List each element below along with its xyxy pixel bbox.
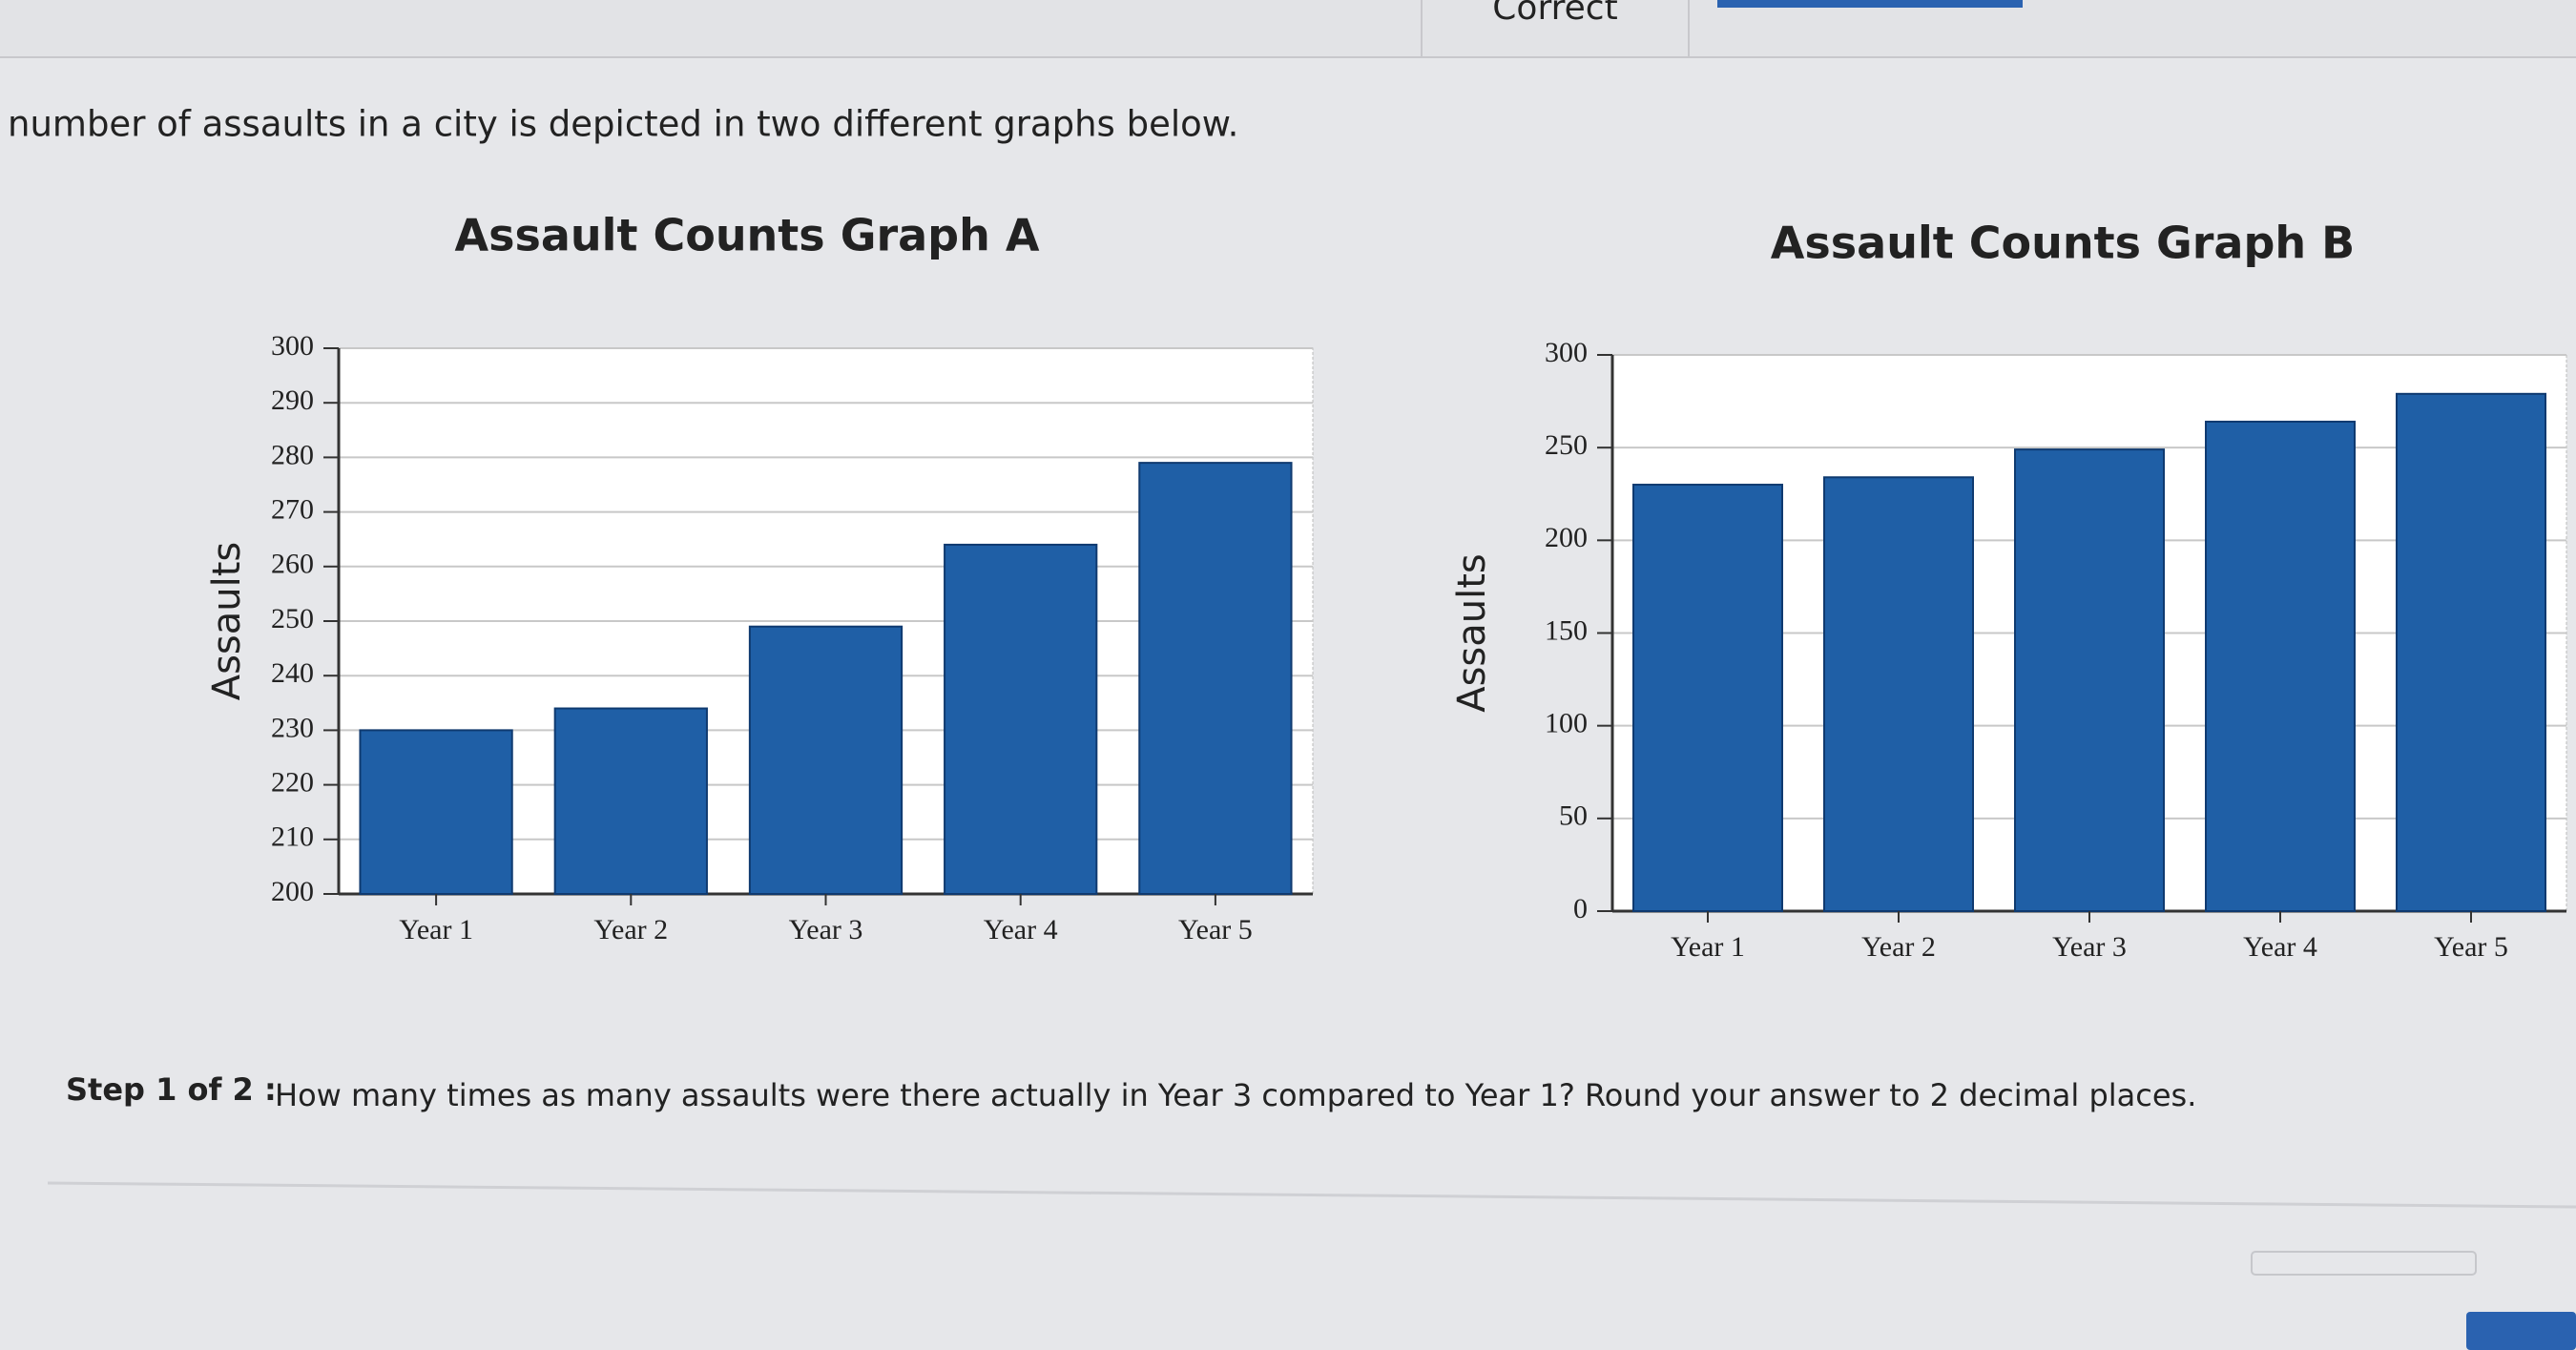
y-tick-label: 300	[271, 330, 314, 362]
x-tick-label: Year 3	[789, 914, 863, 945]
y-tick-label: 50	[1559, 800, 1588, 832]
bar	[1823, 476, 1974, 912]
y-tick-label: 260	[271, 549, 314, 580]
y-tick-label: 100	[1545, 708, 1588, 739]
x-tick-label: Year 5	[2434, 931, 2508, 963]
top-bar	[0, 0, 2576, 57]
question-text: How many times as many assaults were the…	[275, 1077, 2196, 1113]
divider	[47, 1181, 2576, 1209]
intro-text: number of assaults in a city is depicted…	[8, 104, 1238, 145]
x-tick-label: Year 3	[2052, 931, 2127, 963]
y-tick-label: 230	[271, 712, 314, 743]
progress-bar	[1717, 0, 2023, 8]
bar	[1138, 462, 1293, 895]
x-tick-label: Year 5	[1178, 914, 1253, 945]
bar	[944, 543, 1098, 895]
y-tick-label: 200	[271, 876, 314, 907]
answer-box[interactable]	[2251, 1251, 2477, 1276]
bar	[553, 707, 708, 896]
x-tick-label: Year 1	[399, 914, 473, 945]
bar	[1632, 484, 1783, 912]
y-tick-label: 280	[271, 439, 314, 470]
status-label: Correct	[1492, 0, 1617, 28]
y-tick-label: 0	[1573, 893, 1588, 924]
x-tick-label: Year 1	[1671, 931, 1745, 963]
y-axis-label: Assaults	[1450, 553, 1494, 713]
y-tick-label: 150	[1545, 614, 1588, 646]
bar	[2396, 392, 2546, 912]
x-tick-label: Year 4	[984, 914, 1058, 945]
y-tick-label: 200	[1545, 522, 1588, 553]
y-tick-label: 270	[271, 493, 314, 525]
y-tick-label: 240	[271, 657, 314, 689]
y-tick-label: 210	[271, 821, 314, 853]
bar	[359, 729, 513, 896]
bar	[2014, 448, 2165, 912]
x-tick-label: Year 2	[593, 914, 668, 945]
y-tick-label: 250	[1545, 429, 1588, 461]
y-tick-label: 250	[271, 603, 314, 634]
chart-title: Assault Counts Graph A	[455, 210, 1040, 261]
y-tick-label: 220	[271, 766, 314, 798]
x-tick-label: Year 4	[2243, 931, 2317, 963]
bar	[748, 625, 904, 895]
y-tick-label: 300	[1545, 337, 1588, 368]
x-tick-label: Year 2	[1861, 931, 1936, 963]
bar	[2205, 420, 2356, 912]
submit-button[interactable]	[2466, 1312, 2576, 1350]
y-axis-label: Assaults	[205, 542, 249, 701]
y-tick-label: 290	[271, 384, 314, 416]
step-label: Step 1 of 2 :	[66, 1071, 277, 1108]
chart-title: Assault Counts Graph B	[1771, 218, 2355, 269]
